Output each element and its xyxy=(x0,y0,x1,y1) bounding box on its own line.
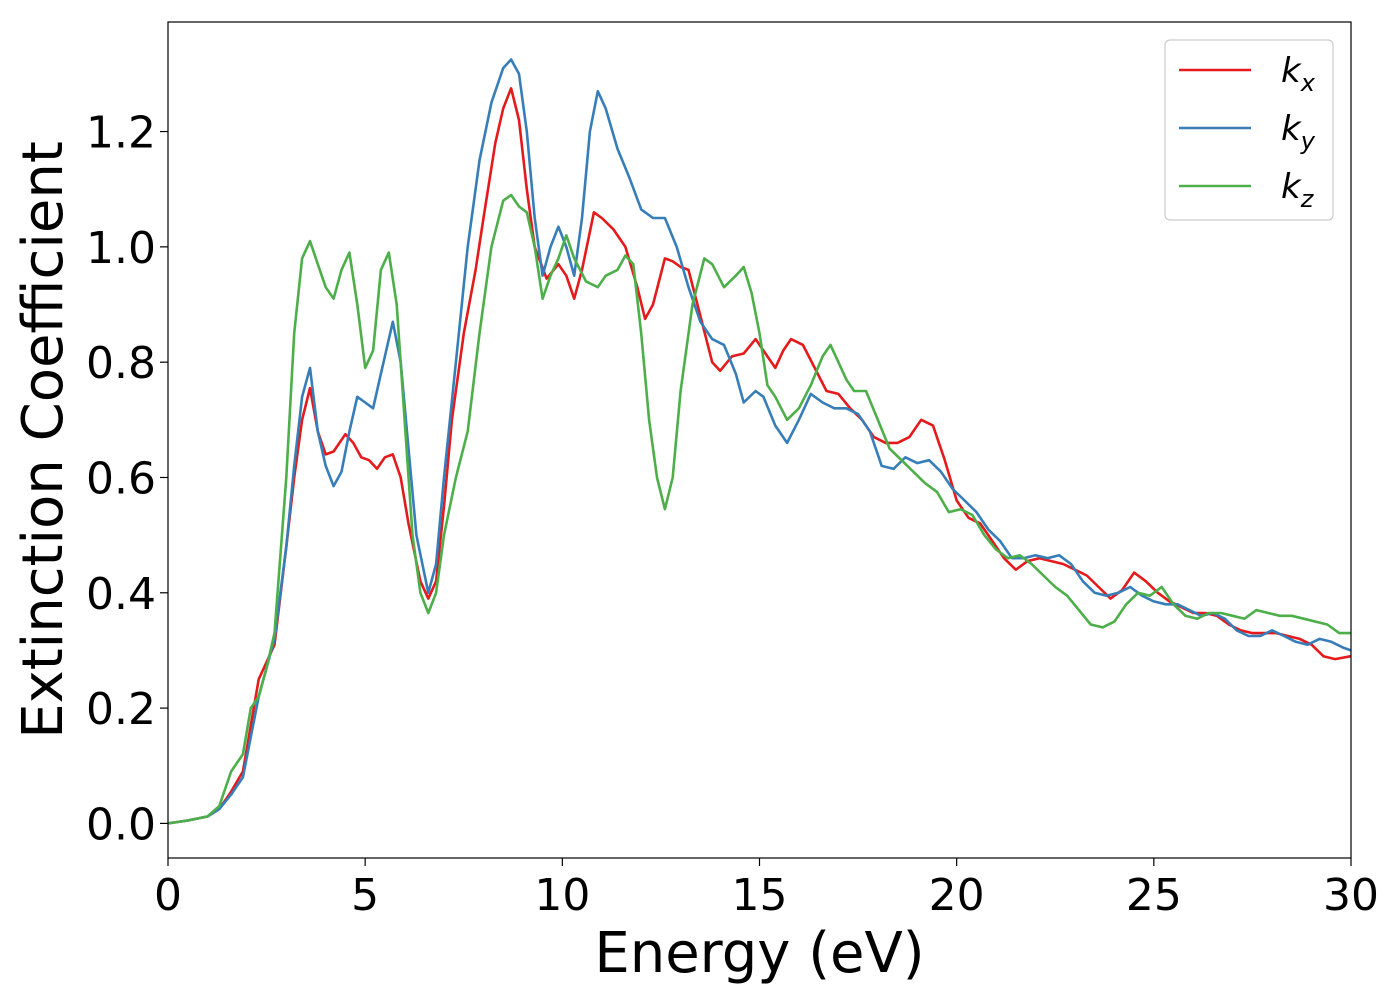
y-tick-label: 0.2 xyxy=(86,684,156,735)
series-layer xyxy=(168,58,1351,825)
legend-label-kz: kz xyxy=(1281,167,1315,213)
legend-box xyxy=(1164,39,1334,221)
y-tick-label: 0.4 xyxy=(86,569,156,620)
y-tick-label: 1.0 xyxy=(86,223,156,274)
y-tick-label: 1.2 xyxy=(86,108,156,159)
y-tick-label: 0.8 xyxy=(86,338,156,389)
x-tick-label: 20 xyxy=(929,870,985,921)
x-tick-label: 0 xyxy=(154,870,182,921)
y-tick-label: 0.6 xyxy=(86,453,156,504)
plot-area xyxy=(167,21,1352,859)
legend-label-kx: kx xyxy=(1281,51,1316,97)
x-axis-title: Energy (eV) xyxy=(594,921,924,986)
x-tick-label: 15 xyxy=(732,870,788,921)
x-tick-label: 10 xyxy=(534,870,590,921)
legend: kx ky kz xyxy=(1164,39,1334,221)
x-axis: 0 5 10 15 20 25 30 xyxy=(154,858,1379,921)
series-line-kz xyxy=(168,193,1351,825)
x-tick-label: 25 xyxy=(1126,870,1182,921)
x-tick-label: 5 xyxy=(351,870,379,921)
series-line-kx xyxy=(168,87,1351,825)
y-tick-label: 0.0 xyxy=(86,799,156,850)
series-line-ky xyxy=(168,58,1351,825)
x-tick-label: 30 xyxy=(1323,870,1379,921)
legend-label-ky: ky xyxy=(1281,109,1316,155)
y-axis: 0.0 0.2 0.4 0.6 0.8 1.0 1.2 xyxy=(86,108,168,850)
y-axis-title: Extinction Coefficient xyxy=(11,141,76,739)
